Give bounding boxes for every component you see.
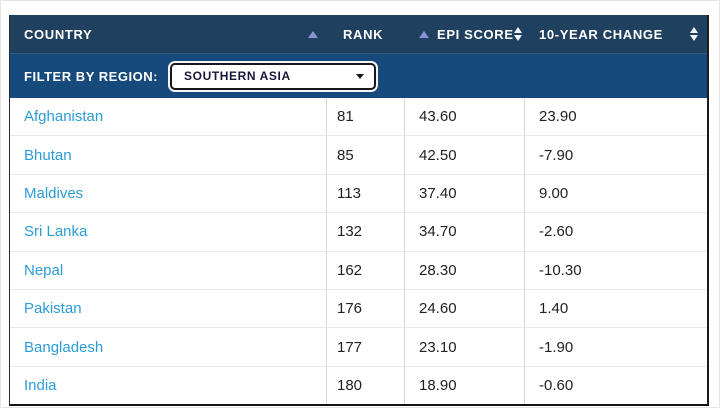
- rank-cell: 81: [327, 98, 405, 136]
- rank-cell: 162: [327, 251, 405, 289]
- column-header-ten-year-change[interactable]: 10-YEAR CHANGE: [525, 15, 707, 53]
- epi-score-cell: 23.10: [405, 328, 525, 366]
- country-link[interactable]: Pakistan: [24, 300, 82, 318]
- epi-score-cell: 43.60: [405, 98, 525, 136]
- table-row: Bangladesh 177 23.10 -1.90: [10, 328, 707, 367]
- country-link[interactable]: Maldives: [24, 184, 84, 202]
- sort-unsorted-icon[interactable]: [513, 27, 522, 41]
- country-cell: Bangladesh: [10, 328, 327, 366]
- table-row: Bhutan 85 42.50 -7.90: [10, 136, 707, 175]
- country-rankings-table: COUNTRY RANK EPI SCORE 10-YEAR CHANGE FI…: [9, 15, 709, 407]
- epi-score-cell: 18.90: [405, 366, 525, 405]
- table-row: Sri Lanka 132 34.70 -2.60: [10, 213, 707, 252]
- ten-year-change-cell: -7.90: [539, 146, 574, 164]
- column-label-ten-year-change: 10-YEAR CHANGE: [539, 26, 663, 42]
- table-row: Pakistan 176 24.60 1.40: [10, 289, 707, 329]
- column-label-epi-score: EPI SCORE: [437, 26, 514, 42]
- epi-score-cell: 24.60: [405, 289, 525, 328]
- column-header-country[interactable]: COUNTRY: [10, 15, 327, 53]
- ten-year-change-cell: 1.40: [539, 300, 569, 318]
- epi-score-cell: 37.40: [405, 174, 525, 213]
- country-cell: Maldives: [10, 174, 327, 213]
- rank-cell: 113: [327, 174, 405, 213]
- country-link[interactable]: Nepal: [24, 261, 64, 279]
- sort-unsorted-icon[interactable]: [690, 27, 698, 41]
- country-cell: Sri Lanka: [10, 213, 327, 251]
- column-label-country: COUNTRY: [24, 26, 93, 42]
- filter-by-region-label: FILTER BY REGION:: [24, 68, 159, 84]
- sort-ascending-icon[interactable]: [419, 30, 429, 38]
- country-cell: Nepal: [10, 251, 327, 289]
- rank-cell: 176: [327, 289, 405, 328]
- table-row: Nepal 162 28.30 -10.30: [10, 251, 707, 290]
- rank-cell: 85: [327, 136, 405, 174]
- country-cell: India: [10, 366, 327, 405]
- country-cell: Bhutan: [10, 136, 327, 174]
- country-link[interactable]: India: [24, 376, 57, 394]
- ten-year-change-cell: -0.60: [539, 376, 574, 394]
- country-link[interactable]: Sri Lanka: [24, 223, 88, 241]
- epi-score-cell: 28.30: [405, 251, 525, 289]
- table-body: Afghanistan 81 43.60 23.90 Bhutan 85 42.…: [10, 98, 707, 405]
- ten-year-change-cell: 23.90: [539, 108, 577, 126]
- table-row: Afghanistan 81 43.60 23.90: [10, 98, 707, 137]
- filter-row: FILTER BY REGION: SOUTHERN ASIA: [10, 54, 707, 98]
- country-cell: Afghanistan: [10, 98, 327, 136]
- sort-ascending-icon[interactable]: [308, 30, 318, 38]
- country-link[interactable]: Afghanistan: [24, 108, 104, 126]
- epi-score-cell: 34.70: [405, 213, 525, 251]
- ten-year-change-cell: -10.30: [539, 261, 582, 279]
- table-header: COUNTRY RANK EPI SCORE 10-YEAR CHANGE: [10, 15, 707, 54]
- rank-cell: 180: [327, 366, 405, 405]
- column-header-rank[interactable]: RANK: [327, 15, 405, 53]
- ten-year-change-cell: 9.00: [539, 184, 569, 202]
- chevron-down-icon: [356, 73, 365, 79]
- column-label-rank: RANK: [343, 26, 384, 42]
- rank-cell: 132: [327, 213, 405, 251]
- ten-year-change-cell: -2.60: [539, 223, 574, 241]
- region-selected-value: SOUTHERN ASIA: [184, 69, 291, 83]
- rank-cell: 177: [327, 328, 405, 366]
- table-row: Maldives 113 37.40 9.00: [10, 174, 707, 214]
- country-link[interactable]: Bangladesh: [24, 338, 104, 356]
- country-cell: Pakistan: [10, 289, 327, 328]
- epi-score-cell: 42.50: [405, 136, 525, 174]
- region-select-dropdown[interactable]: SOUTHERN ASIA: [170, 62, 377, 90]
- column-header-epi-score[interactable]: EPI SCORE: [405, 15, 525, 53]
- table-row: India 180 18.90 -0.60: [10, 366, 707, 405]
- ten-year-change-cell: -1.90: [539, 338, 574, 356]
- country-link[interactable]: Bhutan: [24, 146, 72, 164]
